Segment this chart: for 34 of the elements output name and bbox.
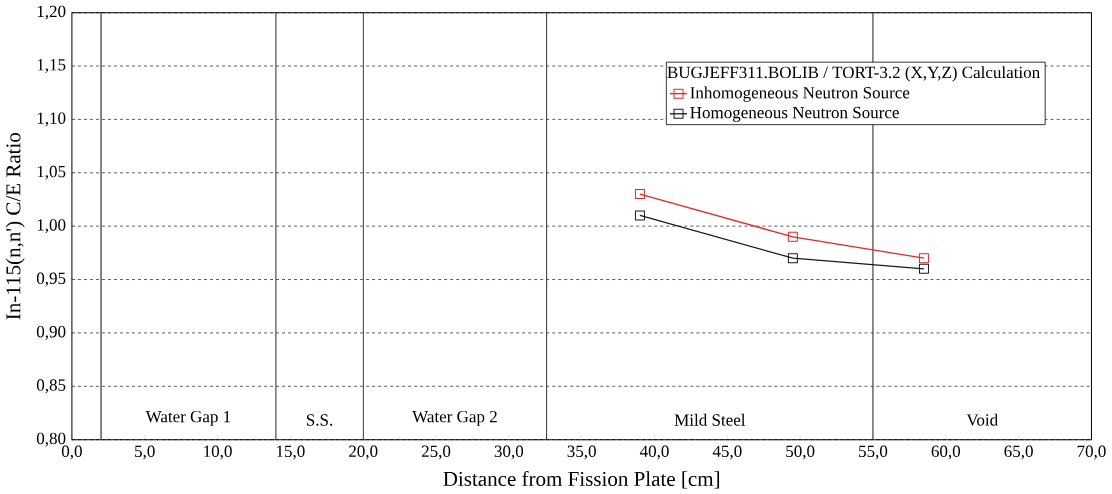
annotation: Water Gap 2 [412,410,497,426]
x-tick-label: 30,0 [494,445,524,460]
y-axis-title: In-115(n,n') C/E Ratio [5,132,25,320]
y-tick-label: 0,80 [36,432,66,447]
y-tick-label: 1,15 [37,58,66,73]
x-tick-label: 25,0 [421,445,451,460]
x-tick-label: 65,0 [1004,445,1033,460]
y-tick-label: 0,90 [36,325,66,340]
x-tick-label: 50,0 [786,445,815,460]
y-tick-label: 1,00 [37,219,66,233]
annotation: Void [966,413,998,426]
y-tick-label: 1,20 [37,5,66,20]
annotation: S.S. [306,414,333,426]
y-tick-label: 1,05 [37,165,66,180]
x-tick-label: 70,0 [1077,445,1106,460]
legend-label: Homogeneous Neutron Source [690,106,899,122]
x-tick-label: 55,0 [859,445,888,460]
legend-label: Inhomogeneous Neutron Source [690,86,910,102]
y-tick-label: 0,85 [36,379,66,394]
x-tick-label: 20,0 [349,445,378,460]
x-tick-label: 60,0 [931,445,961,460]
x-tick-label: 35,0 [567,445,596,460]
annotation: Water Gap 1 [145,410,231,426]
x-tick-label: 5,0 [135,445,155,460]
y-tick-label: 0,95 [36,272,66,287]
legend-title: BUGJEFF311.BOLIB / TORT-3.2 (X,Y,Z) Calculation [667,66,1040,82]
x-tick-label: 40,0 [639,445,669,460]
x-axis-title: Distance from Fission Plate [cm] [443,470,720,489]
x-tick-label: 15,0 [276,445,305,460]
annotation: Mild Steel [674,413,746,426]
x-tick-label: 0,0 [61,445,82,460]
x-tick-label: 10,0 [204,445,232,460]
y-tick-label: 1,10 [37,112,66,127]
x-tick-label: 45,0 [712,445,742,460]
